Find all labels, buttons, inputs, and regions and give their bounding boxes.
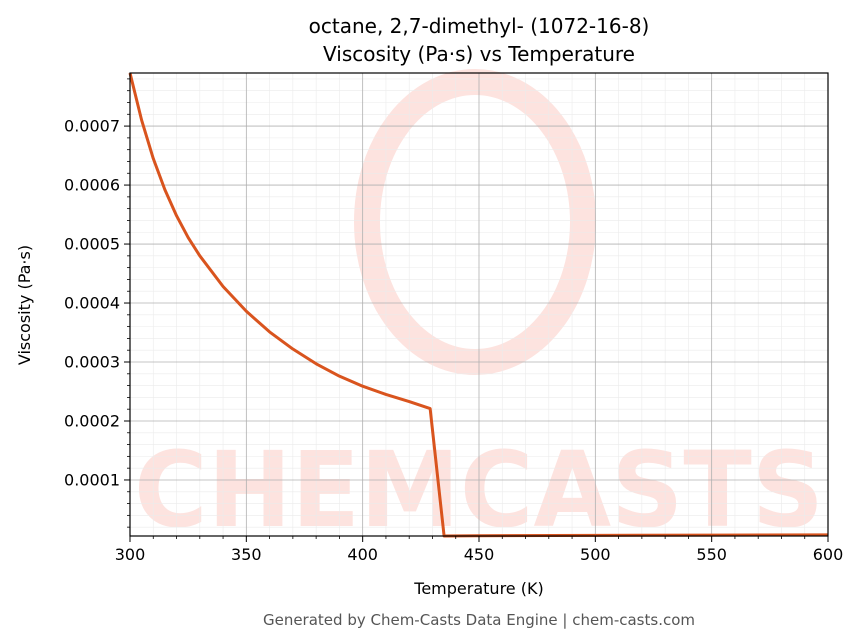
x-tick-label: 300 [115, 545, 146, 564]
x-tick-label: 400 [347, 545, 378, 564]
x-axis: 300 350 400 450 500 550 600 [115, 536, 844, 564]
x-tick-label: 350 [231, 545, 262, 564]
y-tick-label: 0.0007 [64, 117, 120, 136]
x-tick-label: 550 [696, 545, 727, 564]
watermark-ring [354, 69, 596, 375]
y-tick-label: 0.0006 [64, 176, 120, 195]
y-tick-label: 0.0003 [64, 353, 120, 372]
x-tick-label: 450 [464, 545, 495, 564]
y-axis-label: Viscosity (Pa·s) [15, 245, 34, 365]
x-axis-label: Temperature (K) [413, 579, 543, 598]
chart-subtitle: Viscosity (Pa·s) vs Temperature [323, 42, 635, 66]
y-tick-label: 0.0004 [64, 294, 120, 313]
y-tick-label: 0.0002 [64, 411, 120, 430]
y-axis: 0.0001 0.0002 0.0003 0.0004 0.0005 0.0006 0.00… [64, 78, 130, 528]
x-tick-label: 500 [580, 545, 611, 564]
y-tick-label: 0.0005 [64, 235, 120, 254]
y-tick-label: 0.0001 [64, 470, 120, 489]
x-tick-label: 600 [813, 545, 844, 564]
footer-credit: Generated by Chem-Casts Data Engine | ch… [263, 611, 695, 629]
chart-title: octane, 2,7-dimethyl- (1072-16-8) [309, 14, 650, 38]
